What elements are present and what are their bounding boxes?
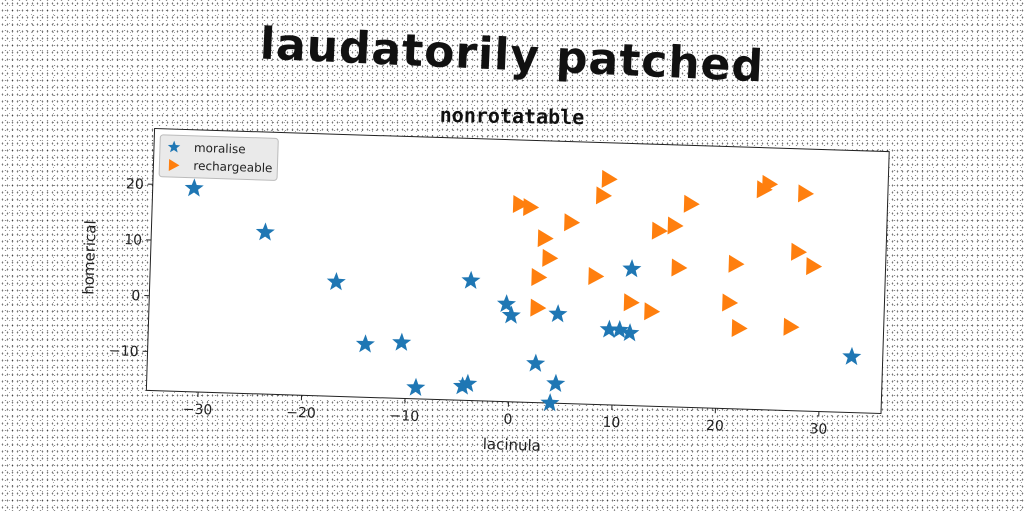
point-moralise [255,222,275,241]
x-tick-label: −30 [183,402,213,419]
y-tick-label: 0 [131,288,140,304]
legend-label-moralise: moralise [194,141,246,157]
point-moralise [496,294,516,313]
point-moralise [620,323,640,342]
x-tick-label: 30 [809,421,827,438]
point-rechargeable [798,184,815,203]
point-moralise [622,259,642,278]
plot-area [145,128,890,415]
point-moralise [392,332,412,351]
point-rechargeable [564,213,581,232]
point-rechargeable [512,194,529,213]
point-moralise [452,376,472,395]
axis-ticks: −30 −20 −10 0 10 20 30 −10 0 10 20 [109,176,828,438]
point-rechargeable [667,216,684,235]
x-tick-label: 10 [602,415,620,432]
y-tick-label: 20 [126,176,144,193]
point-rechargeable [728,254,745,273]
point-moralise [461,270,481,289]
data-points [184,169,862,412]
point-rechargeable [623,293,640,312]
x-tick-label: 20 [706,418,724,435]
plot-group: −30 −20 −10 0 10 20 30 −10 0 10 20 lacinula homeri… [79,128,890,455]
point-rechargeable [683,194,700,213]
point-moralise [546,373,566,393]
point-moralise [599,319,619,338]
point-rechargeable [722,293,739,312]
y-axis-label: homerical [79,220,99,295]
point-rechargeable [542,248,559,267]
y-tick-label: −10 [109,343,139,360]
y-tick-label: 10 [124,232,142,249]
point-moralise [842,346,862,366]
point-rechargeable [783,317,800,336]
x-axis-label: lacinula [482,435,541,455]
legend-label-rechargeable: rechargeable [193,159,272,175]
point-moralise [458,373,478,393]
point-rechargeable [644,302,661,321]
x-tick-label: −20 [286,405,316,422]
point-moralise [184,178,204,197]
point-rechargeable [671,258,688,277]
point-rechargeable [790,242,808,261]
point-moralise [540,393,560,412]
point-rechargeable [651,221,668,240]
point-moralise [326,272,346,291]
point-rechargeable [588,267,605,286]
point-rechargeable [731,318,748,337]
point-moralise [526,353,546,372]
point-rechargeable [806,257,823,276]
point-rechargeable [530,298,547,317]
point-rechargeable [595,186,613,205]
point-moralise [406,377,426,396]
point-rechargeable [531,268,548,287]
x-tick-label: −10 [389,408,419,425]
point-moralise [355,334,375,353]
x-tick-label: 0 [503,412,512,428]
legend-marker-moralise [167,140,181,153]
legend-box [158,134,279,181]
point-moralise [501,305,521,324]
legend-marker-rechargeable [168,159,180,172]
point-moralise [548,304,568,323]
point-rechargeable [762,174,779,193]
legend: moralise rechargeable [158,134,279,181]
point-rechargeable [537,229,554,248]
point-rechargeable [601,169,618,188]
point-rechargeable [523,198,540,217]
point-moralise [610,319,630,339]
